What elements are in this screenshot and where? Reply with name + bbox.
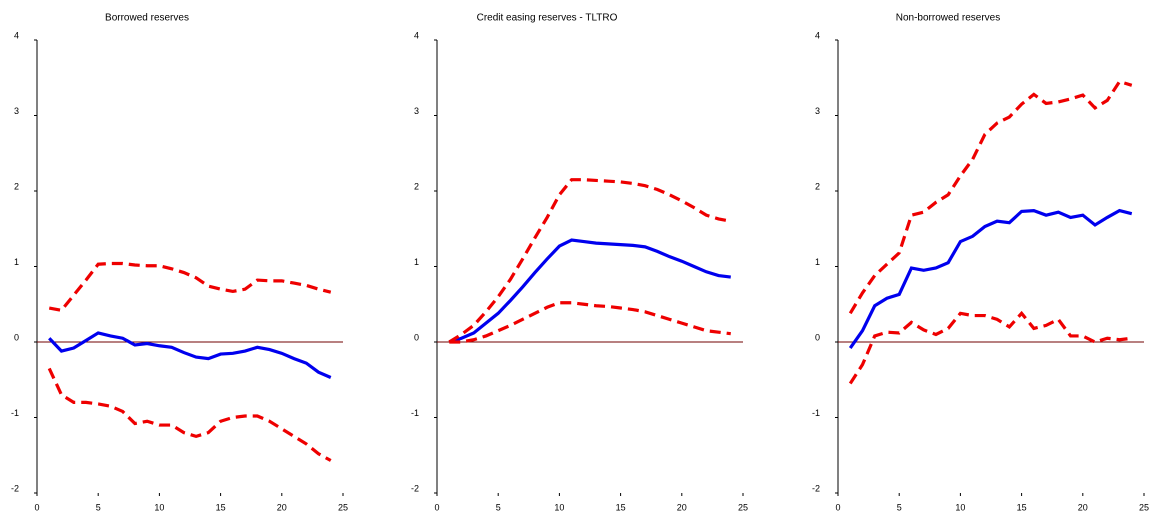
y-tick-label: 2 bbox=[414, 181, 419, 191]
x-tick-label: 20 bbox=[277, 502, 287, 512]
y-tick-label: 0 bbox=[14, 332, 19, 342]
x-tick-label: 5 bbox=[96, 502, 101, 512]
x-tick-label: 15 bbox=[616, 502, 626, 512]
y-tick-label: 2 bbox=[815, 181, 820, 191]
median-line bbox=[448, 238, 731, 344]
y-tick-label: -1 bbox=[812, 408, 820, 418]
chart-title: Credit easing reserves - TLTRO bbox=[477, 13, 618, 24]
y-tick-label: 1 bbox=[414, 257, 419, 267]
y-tick-label: 3 bbox=[414, 106, 419, 116]
y-tick-label: -2 bbox=[812, 483, 820, 493]
y-tick-label: 0 bbox=[815, 332, 820, 342]
x-tick-label: 5 bbox=[496, 502, 501, 512]
x-tick-label: 0 bbox=[835, 502, 840, 512]
x-tick-label: 5 bbox=[897, 502, 902, 512]
x-tick-label: 10 bbox=[554, 502, 564, 512]
band-line bbox=[848, 79, 1133, 315]
band-line bbox=[848, 310, 1132, 385]
y-tick-label: 1 bbox=[815, 257, 820, 267]
y-tick-label: 3 bbox=[815, 106, 820, 116]
band-line bbox=[48, 261, 332, 313]
band-line bbox=[448, 178, 732, 344]
y-tick-label: 4 bbox=[14, 30, 19, 40]
x-tick-label: 25 bbox=[338, 502, 348, 512]
x-tick-label: 15 bbox=[1017, 502, 1027, 512]
y-tick-label: -1 bbox=[11, 408, 19, 418]
y-tick-label: 2 bbox=[14, 181, 19, 191]
median-line bbox=[848, 208, 1133, 349]
x-tick-label: 15 bbox=[216, 502, 226, 512]
chart-title: Borrowed reserves bbox=[105, 13, 189, 24]
x-tick-label: 0 bbox=[34, 502, 39, 512]
y-tick-label: -1 bbox=[411, 408, 419, 418]
y-tick-label: 4 bbox=[414, 30, 419, 40]
chart-title: Non-borrowed reserves bbox=[896, 13, 1001, 24]
y-tick-label: -2 bbox=[411, 483, 419, 493]
x-tick-label: 25 bbox=[738, 502, 748, 512]
x-tick-label: 20 bbox=[1078, 502, 1088, 512]
y-tick-label: -2 bbox=[11, 483, 19, 493]
y-tick-label: 4 bbox=[815, 30, 820, 40]
x-tick-label: 10 bbox=[955, 502, 965, 512]
y-tick-label: 3 bbox=[14, 106, 19, 116]
x-tick-label: 0 bbox=[434, 502, 439, 512]
band-line bbox=[449, 301, 731, 344]
x-tick-label: 10 bbox=[154, 502, 164, 512]
x-tick-label: 20 bbox=[677, 502, 687, 512]
median-line bbox=[48, 331, 332, 379]
x-tick-label: 25 bbox=[1139, 502, 1149, 512]
y-tick-label: 0 bbox=[414, 332, 419, 342]
band-line bbox=[47, 367, 332, 462]
y-tick-label: 1 bbox=[14, 257, 19, 267]
